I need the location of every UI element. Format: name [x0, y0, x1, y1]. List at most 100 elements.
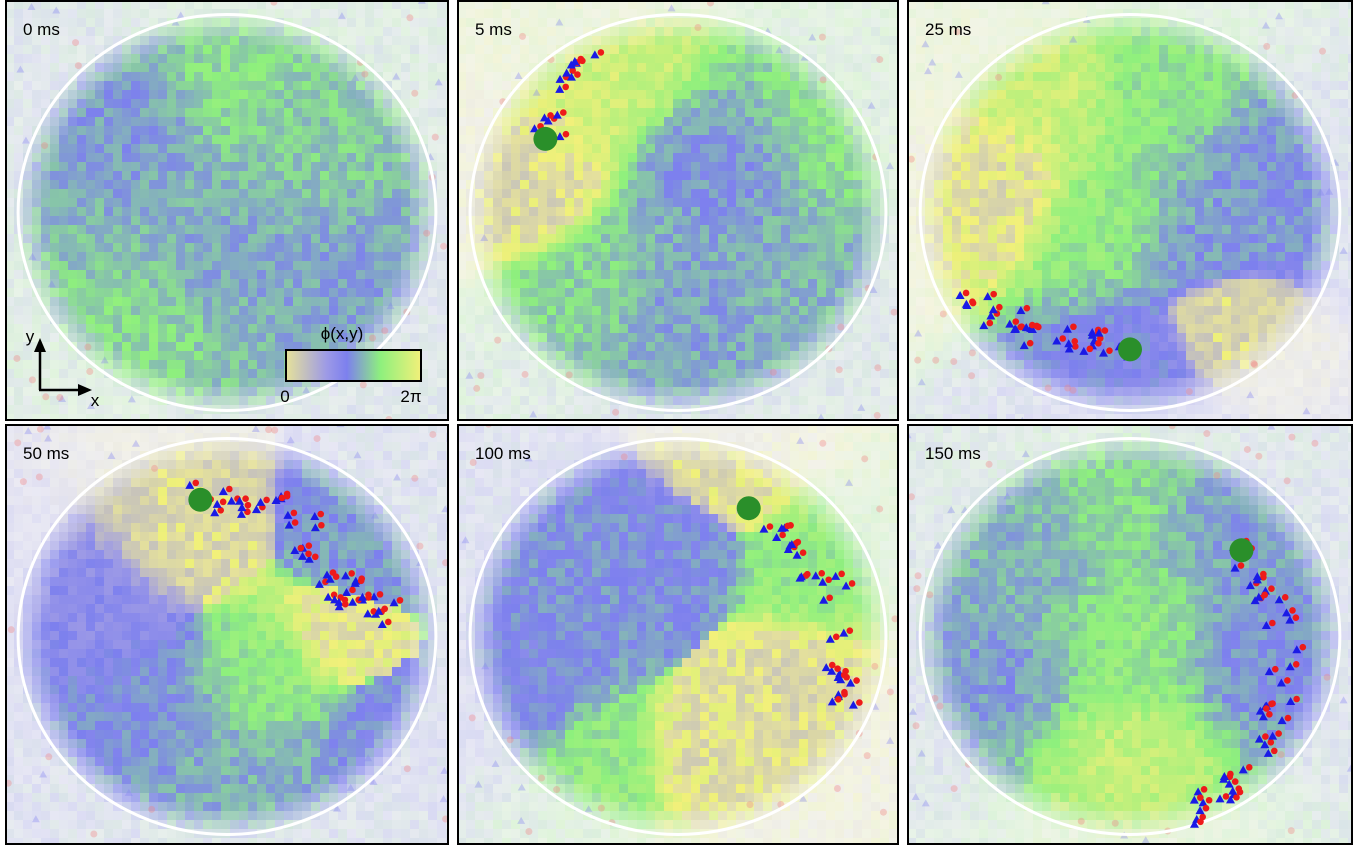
phase-cell	[131, 288, 141, 298]
phase-cell	[347, 117, 357, 127]
phase-cell	[212, 207, 222, 217]
phase-cell	[718, 315, 728, 325]
phase-cell	[185, 261, 195, 271]
phase-cell	[203, 126, 213, 136]
phase-cell	[610, 306, 620, 316]
phase-cell	[122, 288, 132, 298]
phase-cell	[230, 270, 240, 280]
bg-dot	[440, 243, 447, 250]
phase-cell	[239, 135, 249, 145]
phase-cell	[203, 252, 213, 262]
phase-cell	[275, 270, 285, 280]
phase-cell	[41, 225, 51, 235]
phase-cell	[547, 9, 557, 19]
phase-cell	[410, 243, 420, 253]
phase-cell	[682, 72, 692, 82]
phase-cell	[158, 252, 168, 262]
phase-cell	[799, 18, 809, 28]
phase-cell	[583, 198, 593, 208]
phase-cell	[475, 360, 485, 370]
phase-cell	[646, 153, 656, 163]
phase-cell	[745, 351, 755, 361]
phase-cell	[718, 171, 728, 181]
phase-cell	[59, 225, 69, 235]
phase-cell	[700, 63, 710, 73]
phase-cell	[194, 90, 204, 100]
phase-cell	[700, 207, 710, 217]
phase-cell	[95, 243, 105, 253]
phase-cell	[718, 153, 728, 163]
phase-cell	[466, 63, 476, 73]
phase-cell	[329, 234, 339, 244]
phase-cell	[628, 198, 638, 208]
phase-cell	[727, 198, 737, 208]
phase-cell	[799, 270, 809, 280]
phase-cell	[302, 135, 312, 145]
phase-cell	[185, 198, 195, 208]
phase-cell	[862, 351, 872, 361]
phase-cell	[601, 72, 611, 82]
phase-cell	[248, 297, 258, 307]
phase-cell	[772, 9, 782, 19]
phase-cell	[257, 54, 267, 64]
phase-cell	[347, 216, 357, 226]
phase-cell	[475, 99, 485, 109]
phase-cell	[781, 234, 791, 244]
phase-cell	[691, 171, 701, 181]
phase-cell	[32, 207, 42, 217]
phase-cell	[32, 63, 42, 73]
phase-cell	[898, 216, 908, 226]
phase-cell	[727, 9, 737, 19]
phase-cell	[799, 342, 809, 352]
phase-cell	[664, 54, 674, 64]
phase-cell	[311, 288, 321, 298]
phase-cell	[194, 180, 204, 190]
phase-cell	[826, 333, 836, 343]
phase-cell	[511, 315, 521, 325]
phase-cell	[320, 18, 330, 28]
phase-cell	[466, 378, 476, 388]
phase-cell	[131, 360, 141, 370]
phase-cell	[149, 216, 159, 226]
phase-cell	[556, 387, 566, 397]
phase-cell	[221, 36, 231, 46]
phase-cell	[466, 81, 476, 91]
phase-cell	[772, 396, 782, 406]
bg-dot	[770, 369, 777, 376]
phase-cell	[266, 315, 276, 325]
phase-cell	[628, 342, 638, 352]
phase-cell	[592, 135, 602, 145]
phase-cell	[158, 99, 168, 109]
phase-cell	[799, 117, 809, 127]
phase-cell	[565, 315, 575, 325]
phase-cell	[59, 180, 69, 190]
phase-cell	[682, 207, 692, 217]
phase-cell	[844, 405, 854, 415]
phase-cell	[745, 63, 755, 73]
phase-cell	[104, 342, 114, 352]
phase-cell	[212, 414, 222, 424]
phase-cell	[437, 54, 447, 64]
phase-cell	[266, 189, 276, 199]
phase-cell	[808, 270, 818, 280]
phase-cell	[718, 198, 728, 208]
phase-cell	[257, 189, 267, 199]
phase-cell	[736, 351, 746, 361]
phase-cell	[284, 36, 294, 46]
phase-cell	[781, 396, 791, 406]
phase-cell	[862, 315, 872, 325]
phase-cell	[529, 396, 539, 406]
phase-cell	[610, 333, 620, 343]
phase-cell	[158, 243, 168, 253]
phase-cell	[853, 324, 863, 334]
phase-cell	[311, 117, 321, 127]
phase-cell	[104, 9, 114, 19]
phase-cell	[583, 297, 593, 307]
phase-cell	[808, 243, 818, 253]
phase-cell	[583, 144, 593, 154]
phase-cell	[475, 414, 485, 424]
phase-cell	[853, 261, 863, 271]
phase-cell	[41, 333, 51, 343]
phase-cell	[311, 207, 321, 217]
phase-cell	[808, 333, 818, 343]
